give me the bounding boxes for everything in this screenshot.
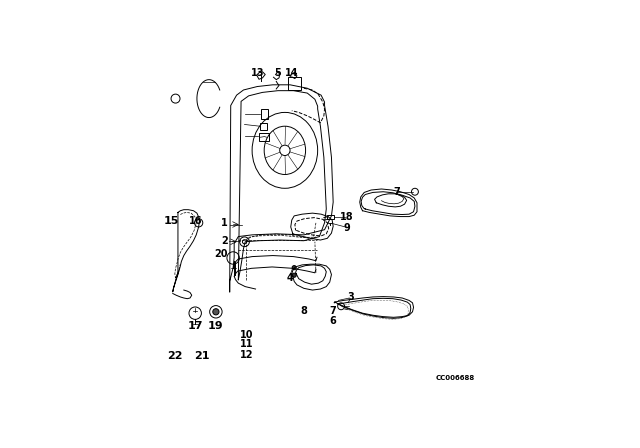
- Bar: [260, 109, 268, 119]
- Text: 9: 9: [344, 223, 350, 233]
- Text: 5: 5: [275, 68, 282, 78]
- Text: 1: 1: [221, 219, 228, 228]
- Text: 7: 7: [394, 187, 401, 197]
- Text: 20: 20: [214, 249, 228, 259]
- Circle shape: [292, 273, 296, 277]
- Text: 11: 11: [240, 339, 253, 349]
- Text: 10: 10: [240, 330, 253, 340]
- Text: 7: 7: [330, 306, 337, 316]
- Text: 22: 22: [167, 351, 182, 361]
- Circle shape: [292, 266, 296, 270]
- Text: 14: 14: [285, 68, 298, 78]
- Text: 3: 3: [347, 292, 354, 302]
- Text: 8: 8: [300, 306, 307, 316]
- Text: 16: 16: [188, 216, 202, 226]
- Bar: [259, 133, 269, 141]
- Text: CC006688: CC006688: [436, 375, 476, 381]
- Circle shape: [212, 309, 219, 315]
- Text: 4: 4: [287, 273, 293, 283]
- Text: 13: 13: [250, 68, 264, 78]
- Text: 18: 18: [340, 211, 354, 222]
- Text: 12: 12: [240, 349, 253, 360]
- Text: 2: 2: [221, 236, 228, 246]
- Text: 6: 6: [330, 316, 337, 326]
- Bar: [327, 215, 333, 219]
- Bar: [289, 77, 301, 90]
- Text: 21: 21: [195, 351, 210, 361]
- Text: 15: 15: [163, 216, 179, 226]
- Text: 19: 19: [208, 321, 224, 331]
- Text: 17: 17: [188, 321, 203, 331]
- Bar: [260, 123, 268, 130]
